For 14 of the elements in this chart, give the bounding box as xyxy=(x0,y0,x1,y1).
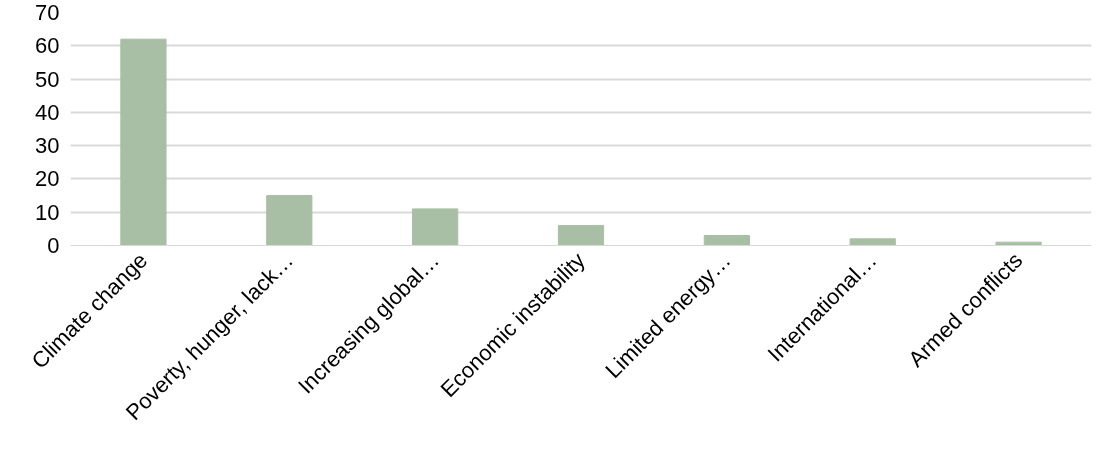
bar xyxy=(120,38,167,246)
bar xyxy=(266,195,313,246)
y-tick-label: 0 xyxy=(47,233,60,258)
y-tick-label: 30 xyxy=(35,133,60,159)
y-tick-label: 70 xyxy=(35,0,60,25)
y-tick-label: 50 xyxy=(35,66,60,92)
y-tick-label: 40 xyxy=(35,99,60,125)
bar xyxy=(703,235,750,246)
bar xyxy=(557,225,605,246)
y-tick-label: 10 xyxy=(35,199,60,225)
bar xyxy=(412,208,459,246)
bar xyxy=(849,238,896,246)
y-tick-label: 20 xyxy=(35,166,60,192)
y-tick-label: 60 xyxy=(35,33,60,59)
